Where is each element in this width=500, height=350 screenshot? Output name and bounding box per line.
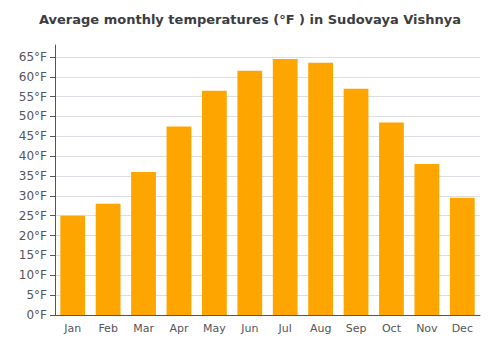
- svg-text:Apr: Apr: [169, 322, 189, 335]
- svg-text:10°F: 10°F: [19, 268, 47, 282]
- svg-text:50°F: 50°F: [19, 109, 47, 123]
- svg-text:20°F: 20°F: [19, 229, 47, 243]
- svg-text:45°F: 45°F: [19, 129, 47, 143]
- svg-text:Oct: Oct: [382, 322, 402, 335]
- svg-text:Dec: Dec: [452, 322, 473, 335]
- svg-text:15°F: 15°F: [19, 248, 47, 262]
- svg-text:35°F: 35°F: [19, 169, 47, 183]
- svg-text:40°F: 40°F: [19, 149, 47, 163]
- svg-text:5°F: 5°F: [26, 288, 47, 302]
- svg-text:Jun: Jun: [240, 322, 258, 335]
- svg-text:May: May: [203, 322, 226, 335]
- svg-text:60°F: 60°F: [19, 70, 47, 84]
- svg-text:Feb: Feb: [98, 322, 117, 335]
- svg-text:Jul: Jul: [278, 322, 292, 335]
- svg-text:Nov: Nov: [416, 322, 438, 335]
- svg-text:30°F: 30°F: [19, 189, 47, 203]
- svg-text:Jan: Jan: [63, 322, 81, 335]
- svg-text:Sep: Sep: [346, 322, 367, 335]
- svg-text:Mar: Mar: [133, 322, 154, 335]
- svg-text:Aug: Aug: [310, 322, 331, 335]
- svg-text:55°F: 55°F: [19, 90, 47, 104]
- svg-text:0°F: 0°F: [26, 308, 47, 322]
- svg-text:65°F: 65°F: [19, 50, 47, 64]
- svg-text:Average monthly temperatures (: Average monthly temperatures (°F ) in Su…: [39, 12, 461, 27]
- svg-text:25°F: 25°F: [19, 209, 47, 223]
